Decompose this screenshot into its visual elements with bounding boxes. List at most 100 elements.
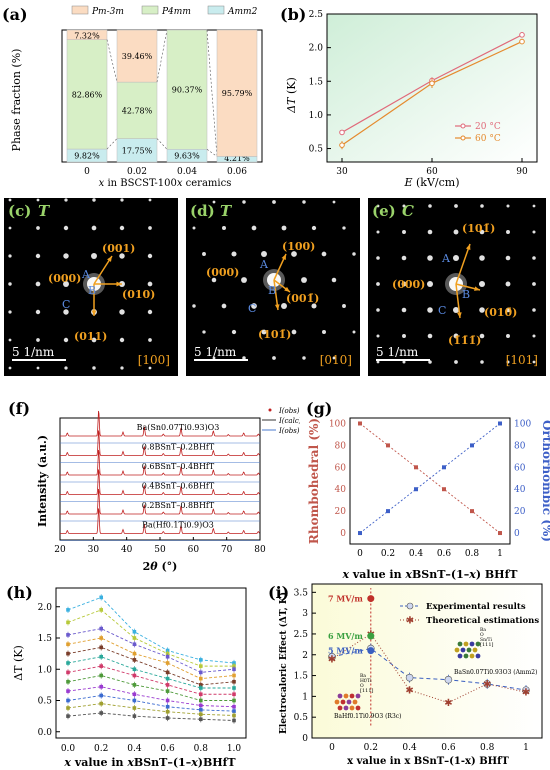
diffraction-spot: [291, 329, 297, 335]
bar-value-label-a: 82.86%: [72, 90, 103, 99]
ytick-label-h: 0.0: [38, 728, 53, 738]
point-h: [66, 633, 70, 637]
spot-index-label: (100): [282, 240, 315, 253]
point-experimental: [405, 673, 414, 682]
legend-swatch-a: [207, 5, 225, 15]
bar-value-label-a: 17.75%: [122, 146, 153, 155]
field-label: 5 MV/m: [328, 646, 363, 656]
ytick-label-i: 2.5: [294, 630, 309, 640]
diffraction-spot: [192, 304, 196, 308]
diffraction-spot: [63, 337, 69, 343]
legend-marker-f: [268, 408, 272, 412]
ytick-label-right-g: 40: [514, 485, 526, 495]
diffraction-spot: [212, 356, 216, 360]
point-h: [99, 636, 103, 640]
diffraction-spot: [119, 225, 125, 231]
diffraction-spot: [376, 282, 380, 286]
bar-value-label-a: 7.32%: [74, 32, 100, 41]
diffraction-spot: [402, 230, 406, 234]
ytick-label-i: 0.5: [294, 713, 309, 723]
spot-index-label: (101̄): [258, 328, 291, 341]
point-h: [232, 698, 236, 703]
diffraction-spot: [332, 200, 336, 204]
arrow-head: [284, 286, 290, 292]
panel-label-e: (e): [372, 202, 396, 220]
arrow-head: [474, 286, 480, 291]
ylabel-f: Intensity (a.u.): [36, 435, 49, 527]
point-h: [199, 692, 203, 697]
point-g: [442, 465, 446, 470]
diffraction-spot: [454, 360, 458, 364]
point-experimental: [483, 680, 491, 688]
diffraction-spot: [272, 356, 276, 360]
xtick-label-h: 0.6: [160, 744, 175, 754]
struct-legend-left: Hf/Ti: [360, 678, 372, 684]
diffraction-spot: [376, 360, 380, 364]
diffraction-spot: [342, 304, 346, 308]
connector-a: [156, 138, 168, 150]
point-b: [519, 32, 525, 38]
connector-a: [106, 39, 118, 83]
arrow-head: [107, 256, 112, 262]
vector-letter: B: [268, 284, 276, 297]
point-h: [232, 713, 236, 718]
xtick-label-i: 0.6: [441, 743, 456, 753]
diffraction-spot: [202, 330, 206, 334]
point-h: [132, 667, 137, 672]
xtick-label-h: 0.2: [94, 744, 108, 754]
vector-letter: C: [62, 298, 70, 311]
bar-value-label-a: 95.79%: [222, 89, 253, 98]
diffraction-spot: [302, 356, 306, 360]
arrow-head: [274, 304, 280, 310]
ylabel-i: Electrocaloric Effect (ΔT, K): [278, 592, 289, 734]
point-h: [99, 701, 103, 706]
field-marker: [367, 595, 375, 603]
point-h: [99, 673, 103, 678]
diffraction-spot: [427, 229, 433, 235]
point-h: [132, 658, 137, 662]
point-theoretical: ✱: [444, 698, 452, 709]
diffraction-spot: [242, 200, 246, 204]
point-h: [165, 709, 170, 714]
arrow-head: [116, 281, 122, 287]
phase-letter-d: T: [220, 202, 233, 220]
vector-letter: B: [462, 288, 470, 301]
diffraction-spot: [148, 198, 152, 202]
scale-bar-label: 5 1/nm: [194, 345, 237, 359]
legend-marker-i: [406, 602, 414, 610]
diffraction-spot: [532, 334, 536, 338]
series-line-h: [67, 703, 235, 716]
point-h: [99, 684, 103, 689]
diffraction-spot: [322, 330, 326, 334]
spot-index-label: (000): [392, 278, 425, 291]
field-marker: [367, 632, 375, 640]
xrd-pattern: [60, 410, 260, 437]
panel-label-i: (i): [268, 583, 289, 602]
ylabel-left-g: Rhombohedral (%): [307, 418, 321, 544]
ytick-label-right-g: 100: [514, 419, 531, 429]
diffraction-spot: [231, 251, 237, 257]
point-h: [132, 642, 137, 647]
series-line-h: [67, 686, 235, 708]
bar-value-label-a: 39.46%: [122, 52, 153, 61]
diffraction-spot: [428, 204, 432, 208]
point-theoretical: ✱: [328, 654, 336, 665]
point-h: [165, 716, 170, 720]
crystal-atom-left: [349, 693, 355, 699]
point-h: [99, 693, 103, 698]
ytick-label-h: 1.0: [38, 665, 53, 675]
diffraction-spot: [119, 337, 125, 343]
point-h: [99, 595, 103, 600]
diffraction-spot: [505, 281, 511, 287]
point-h: [165, 704, 170, 709]
diffraction-spot: [35, 281, 41, 287]
diffraction-spot: [261, 251, 267, 257]
xrd-pattern: [60, 449, 260, 476]
arrow-head: [281, 254, 286, 260]
xtick-label-a: 0.02: [127, 167, 147, 177]
diffraction-spot: [212, 200, 216, 204]
xtick-label-b: 60: [426, 167, 438, 177]
diffraction-spot: [8, 254, 12, 258]
diffraction-spot: [401, 255, 407, 261]
bar-value-label-a: 9.82%: [74, 152, 100, 161]
